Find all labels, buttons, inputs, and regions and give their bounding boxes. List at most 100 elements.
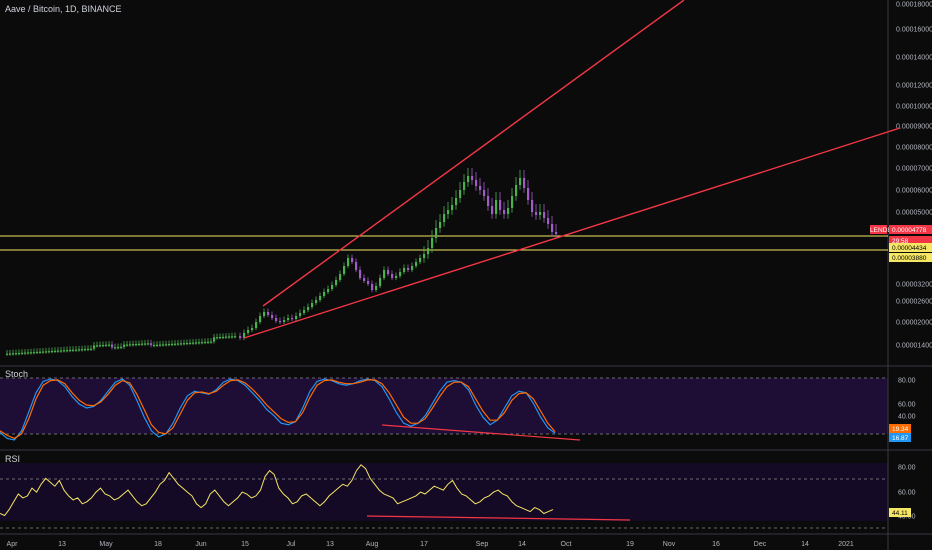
stoch-tick-label: 80.00 <box>898 378 916 385</box>
candle-body <box>463 182 466 190</box>
candle-body <box>18 352 21 355</box>
lower-trendline[interactable] <box>243 127 901 339</box>
time-tick-label: 15 <box>241 541 249 548</box>
rsi-tick-label: 80.00 <box>898 465 916 472</box>
price-tick-label: 0.00014000 <box>896 55 932 62</box>
price-tag <box>889 225 932 234</box>
rsi-band-fill <box>0 463 888 521</box>
upper-trendline[interactable] <box>262 0 685 307</box>
candle-body <box>207 341 210 343</box>
candle-body <box>162 344 165 346</box>
candle-body <box>455 198 458 205</box>
candle-body <box>210 341 213 343</box>
candle-body <box>192 342 195 344</box>
candle-body <box>423 254 426 258</box>
stoch-d-line <box>0 379 556 440</box>
candle-body <box>311 303 314 307</box>
price-tick-label: 0.00012000 <box>896 83 932 90</box>
candle-body <box>6 353 9 355</box>
candle-body <box>225 336 228 338</box>
rsi-value-tags: 44.11 <box>889 508 911 517</box>
candle-body <box>279 321 282 323</box>
time-tick-label: Jun <box>195 541 206 548</box>
candle-body <box>351 258 354 262</box>
candle-body <box>427 248 430 254</box>
stoch-title: Stoch <box>5 369 28 379</box>
candle-body <box>30 352 33 354</box>
candle-body <box>459 190 462 198</box>
candle-body <box>315 300 318 303</box>
candle-body <box>234 336 237 338</box>
rsi-divergence-line[interactable] <box>366 515 631 521</box>
candle-body <box>195 342 198 344</box>
candle-body <box>15 353 18 355</box>
candle-body <box>183 343 186 345</box>
price-tag-label: 0.00004778 <box>892 227 927 234</box>
price-tag <box>889 236 932 245</box>
rsi-tick-label: 60.00 <box>898 490 916 497</box>
price-axis[interactable]: 0.00018000 0.00016000 0.00014000 0.00012000… <box>896 2 932 350</box>
symbol-label: LENDBTC <box>870 227 901 234</box>
time-axis[interactable]: Apr 13 May 18 Jun 15 Jul 13 Aug 17 Sep 14 Oct 19 Nov 16… <box>7 541 854 548</box>
stoch-divergence-line[interactable] <box>381 424 581 441</box>
candle-body <box>479 186 482 190</box>
candle-body <box>231 336 234 338</box>
candle-body <box>228 336 231 338</box>
time-tick-label: 2021 <box>838 541 854 548</box>
candle-body <box>219 337 222 339</box>
candle-body <box>186 342 189 345</box>
time-tick-label: Dec <box>754 541 767 548</box>
price-tick-label: 0.00003200 <box>896 282 932 289</box>
price-tick-label: 0.00009000 <box>896 124 932 131</box>
candle-body <box>60 350 63 352</box>
candle-body <box>275 318 278 321</box>
candle-body <box>263 312 266 316</box>
candle-body <box>535 212 538 215</box>
candle-body <box>511 196 514 208</box>
candle-body <box>539 212 542 215</box>
candle-body <box>415 262 418 266</box>
candle-body <box>213 337 216 342</box>
candle-body <box>180 343 183 345</box>
candle-body <box>216 337 219 339</box>
candle-body <box>54 350 57 352</box>
time-tick-label: 14 <box>518 541 526 548</box>
candle-body <box>399 272 402 276</box>
candle-body <box>355 262 358 270</box>
candle-body <box>295 316 298 319</box>
stoch-value-tag <box>889 433 911 442</box>
candle-body <box>431 238 434 248</box>
candle-body <box>471 176 474 180</box>
price-tag-label: 0.00003880 <box>892 255 927 262</box>
candle-body <box>291 318 294 320</box>
time-tick-label: 14 <box>801 541 809 548</box>
candle-body <box>201 342 204 344</box>
candle-body <box>141 343 144 345</box>
candle-body <box>543 212 546 218</box>
candle-body <box>395 276 398 278</box>
candle-body <box>51 350 54 353</box>
rsi-value-label: 44.11 <box>892 510 908 517</box>
candle-body <box>159 344 162 346</box>
candle-body <box>519 178 522 185</box>
stoch-value-tags: 19.34 16.87 <box>889 424 911 442</box>
price-tick-label: 0.00008000 <box>896 145 932 152</box>
candle-body <box>267 312 270 315</box>
rsi-title: RSI <box>5 454 20 464</box>
candle-body <box>12 353 15 355</box>
candle-body <box>547 218 550 224</box>
candle-body <box>503 210 506 214</box>
candle-body <box>371 284 374 290</box>
candle-body <box>87 348 90 351</box>
candle-body <box>36 351 39 354</box>
candle-body <box>114 347 117 349</box>
candle-body <box>153 344 156 347</box>
candle-body <box>487 196 490 206</box>
candle-body <box>69 349 72 352</box>
candle-body <box>327 289 330 292</box>
candle-body <box>239 336 242 338</box>
candle-body <box>57 350 60 352</box>
candle-body <box>347 258 350 266</box>
candle-body <box>555 232 558 234</box>
